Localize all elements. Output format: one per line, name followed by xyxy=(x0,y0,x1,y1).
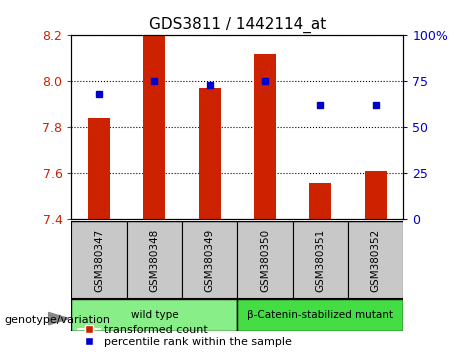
Bar xyxy=(88,118,110,219)
Bar xyxy=(199,88,221,219)
Bar xyxy=(293,221,348,299)
Text: wild type: wild type xyxy=(130,310,178,320)
Bar xyxy=(127,221,182,299)
Polygon shape xyxy=(48,313,69,325)
Bar xyxy=(71,299,237,331)
Text: genotype/variation: genotype/variation xyxy=(5,315,111,325)
Text: GSM380351: GSM380351 xyxy=(315,229,325,292)
Bar xyxy=(348,221,403,299)
Text: GSM380352: GSM380352 xyxy=(371,229,381,292)
Text: GSM380348: GSM380348 xyxy=(149,229,160,292)
Text: GSM380347: GSM380347 xyxy=(94,229,104,292)
Bar xyxy=(237,221,293,299)
Text: GSM380349: GSM380349 xyxy=(205,229,215,292)
Bar xyxy=(143,35,165,219)
Bar xyxy=(182,221,237,299)
Bar xyxy=(237,299,403,331)
Text: GSM380350: GSM380350 xyxy=(260,229,270,292)
Legend: transformed count, percentile rank within the sample: transformed count, percentile rank withi… xyxy=(77,324,293,348)
Bar xyxy=(309,183,331,219)
Title: GDS3811 / 1442114_at: GDS3811 / 1442114_at xyxy=(149,16,326,33)
Bar xyxy=(71,221,127,299)
Bar xyxy=(254,54,276,219)
Bar xyxy=(365,171,387,219)
Text: β-Catenin-stabilized mutant: β-Catenin-stabilized mutant xyxy=(248,310,393,320)
